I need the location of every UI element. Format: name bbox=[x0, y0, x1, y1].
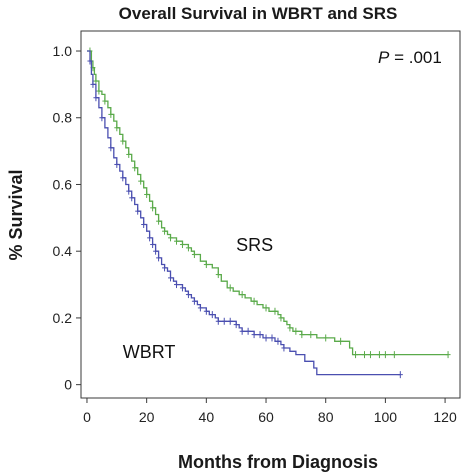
y-tick-label: 0.8 bbox=[53, 110, 73, 126]
x-axis-label: Months from Diagnosis bbox=[178, 452, 378, 472]
p-value-text: = .001 bbox=[389, 48, 441, 67]
series-label-srs: SRS bbox=[236, 235, 273, 255]
x-tick-label: 100 bbox=[374, 409, 398, 425]
y-axis-label: % Survival bbox=[6, 169, 26, 260]
y-tick-label: 1.0 bbox=[53, 43, 73, 59]
y-tick-label: 0.4 bbox=[53, 243, 73, 259]
x-tick-label: 120 bbox=[433, 409, 457, 425]
x-axis-ticks: 0 20 40 60 80 100 120 bbox=[83, 398, 457, 425]
x-tick-label: 80 bbox=[318, 409, 334, 425]
x-tick-label: 20 bbox=[139, 409, 155, 425]
series-labels: SRS WBRT bbox=[123, 235, 273, 362]
y-tick-label: 0.6 bbox=[53, 176, 73, 192]
x-tick-label: 0 bbox=[83, 409, 91, 425]
survival-curves bbox=[87, 47, 451, 379]
x-tick-label: 40 bbox=[199, 409, 215, 425]
p-value-annotation: P = .001 bbox=[378, 48, 442, 67]
p-value-symbol: P bbox=[378, 48, 390, 67]
chart-title: Overall Survival in WBRT and SRS bbox=[119, 4, 398, 23]
series-label-wbrt: WBRT bbox=[123, 342, 176, 362]
y-tick-label: 0.2 bbox=[53, 310, 73, 326]
plot-frame bbox=[80, 30, 461, 399]
y-axis-ticks: 0 0.2 0.4 0.6 0.8 1.0 bbox=[53, 43, 81, 393]
x-tick-label: 60 bbox=[258, 409, 274, 425]
y-tick-label: 0 bbox=[64, 377, 72, 393]
